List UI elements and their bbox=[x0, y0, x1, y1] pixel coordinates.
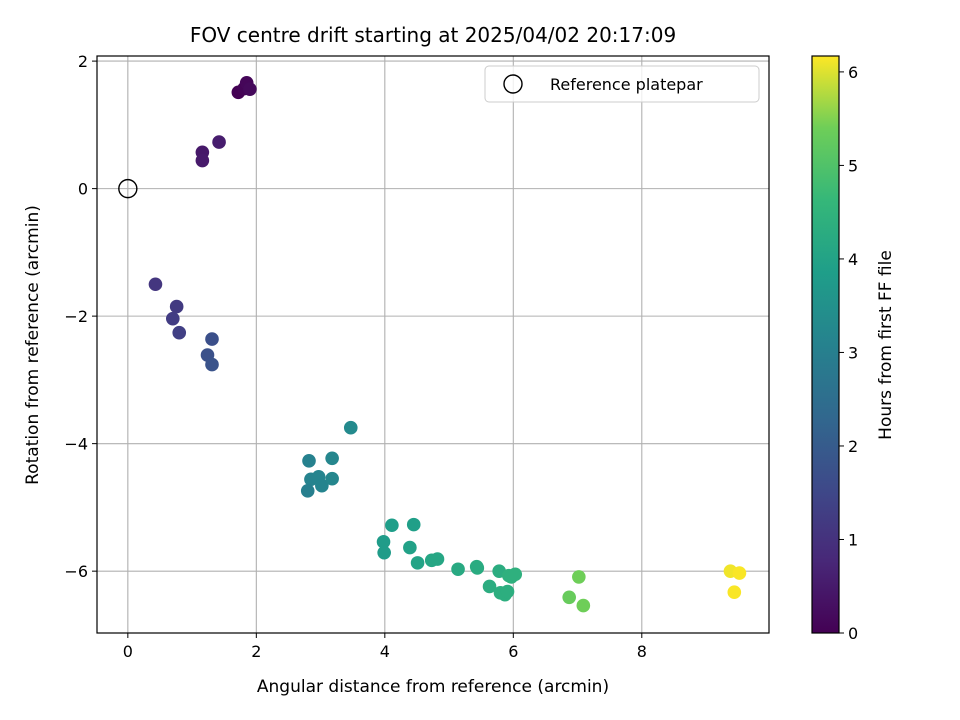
legend-box bbox=[484, 65, 760, 103]
colorbar-tick-label: 5 bbox=[848, 156, 858, 175]
data-point bbox=[376, 535, 391, 549]
colorbar-tick-label: 6 bbox=[848, 63, 858, 82]
data-point bbox=[406, 517, 421, 532]
y-axis-label: Rotation from reference (arcmin) bbox=[23, 205, 43, 485]
data-point bbox=[243, 82, 257, 96]
x-tick-label: 8 bbox=[637, 642, 647, 661]
data-point bbox=[562, 590, 576, 605]
y-axis-ticks: −6 −4 −2 0 2 bbox=[64, 52, 97, 581]
reference-marker bbox=[118, 178, 138, 199]
data-point bbox=[205, 357, 219, 372]
colorbar-label: Hours from first FF file bbox=[876, 250, 896, 440]
data-point bbox=[315, 478, 329, 493]
colorbar-ticks: 0 1 2 3 4 5 6 bbox=[839, 63, 858, 643]
data-point bbox=[343, 420, 358, 435]
data-point bbox=[166, 311, 180, 326]
chart-title: FOV centre drift starting at 2025/04/02 … bbox=[190, 23, 676, 47]
y-tick-label: 2 bbox=[78, 52, 88, 71]
x-tick-label: 0 bbox=[123, 642, 133, 661]
data-point bbox=[195, 153, 210, 168]
data-point bbox=[212, 135, 226, 149]
data-point bbox=[508, 567, 523, 582]
colorbar-gradient bbox=[812, 56, 839, 633]
colorbar-frame bbox=[811, 55, 840, 634]
legend: Reference platepar bbox=[484, 65, 760, 103]
x-tick-label: 6 bbox=[508, 642, 518, 661]
data-point bbox=[325, 451, 339, 466]
data-point bbox=[732, 566, 747, 580]
data-point bbox=[205, 332, 219, 346]
colorbar-tick-label: 3 bbox=[848, 343, 858, 362]
data-point bbox=[302, 454, 316, 468]
x-axis-label: Angular distance from reference (arcmin) bbox=[257, 677, 609, 697]
x-tick-label: 4 bbox=[380, 642, 390, 661]
legend-marker-icon bbox=[503, 74, 523, 94]
data-point bbox=[430, 552, 445, 566]
data-point bbox=[172, 325, 187, 340]
data-point bbox=[572, 570, 586, 584]
y-tick-label: 0 bbox=[78, 180, 88, 199]
legend-entry-label: Reference platepar bbox=[550, 75, 703, 94]
data-point bbox=[410, 556, 425, 570]
data-point bbox=[482, 579, 497, 594]
colorbar-tick-label: 2 bbox=[848, 437, 858, 456]
y-tick-label: −6 bbox=[64, 562, 88, 581]
data-point bbox=[470, 561, 485, 575]
y-tick-label: −4 bbox=[64, 435, 88, 454]
colorbar-tick-label: 1 bbox=[848, 530, 858, 549]
data-point bbox=[500, 584, 515, 599]
data-point bbox=[403, 540, 417, 555]
colorbar: 0 1 2 3 4 5 6 Hours from first FF file bbox=[811, 55, 896, 643]
colorbar-tick-label: 4 bbox=[848, 250, 858, 269]
data-point bbox=[300, 484, 315, 498]
data-point bbox=[325, 471, 339, 486]
grid-lines bbox=[97, 56, 769, 633]
reference-point bbox=[118, 178, 138, 199]
data-point bbox=[576, 598, 591, 613]
data-point bbox=[148, 277, 163, 292]
x-tick-label: 2 bbox=[251, 642, 261, 661]
plot-frame bbox=[96, 55, 770, 634]
data-point bbox=[377, 545, 391, 560]
data-point bbox=[169, 299, 184, 314]
colorbar-tick-label: 0 bbox=[848, 624, 858, 643]
data-point bbox=[727, 585, 742, 599]
data-point bbox=[385, 518, 399, 533]
x-axis-ticks: 0 2 4 6 8 bbox=[123, 633, 647, 661]
data-point bbox=[451, 562, 465, 577]
y-tick-label: −2 bbox=[64, 307, 88, 326]
data-points bbox=[148, 75, 747, 613]
